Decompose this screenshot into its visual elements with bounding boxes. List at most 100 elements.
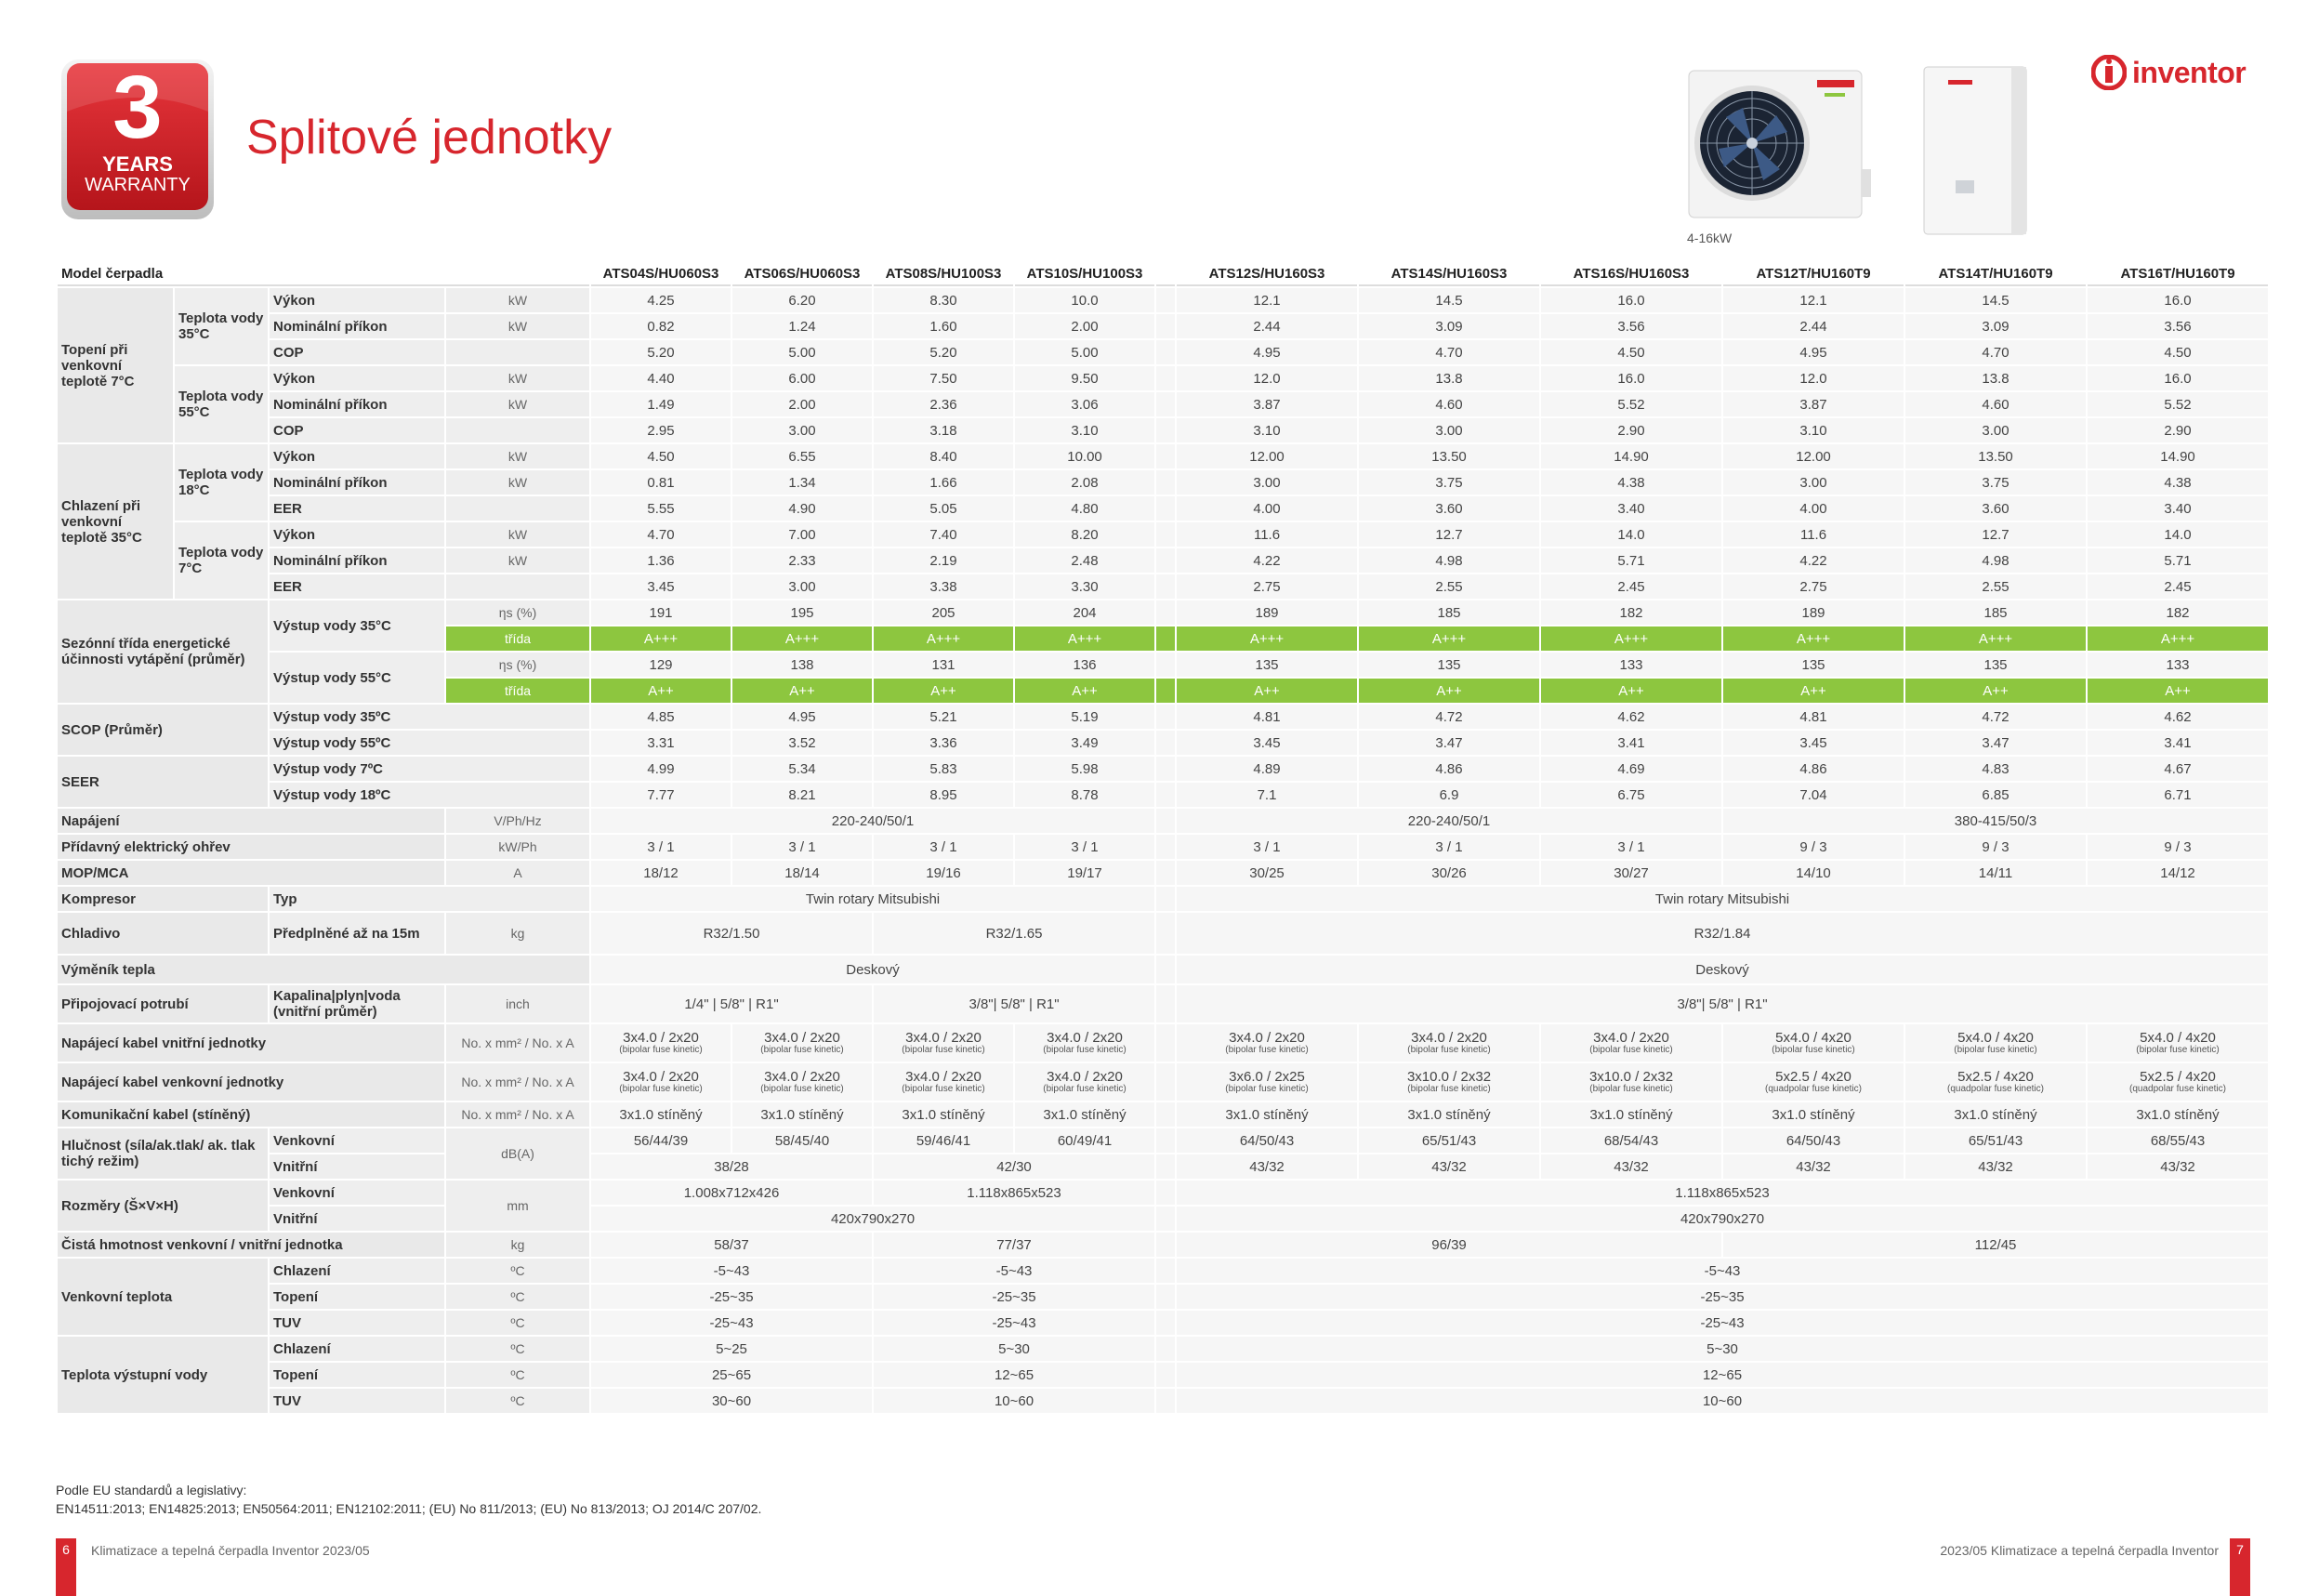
- model-header: ATS06S/HU060S3: [732, 262, 873, 286]
- table-cell: 2.19: [874, 548, 1014, 573]
- table-cell: 3x4.0 / 2x20 (bipolar fuse kinetic): [874, 1063, 1014, 1101]
- energy-class-badge: A++: [2088, 679, 2269, 703]
- table-row: EER 3.45 3.00 3.38 3.30 2.75 2.55 2.45 2…: [58, 574, 2269, 599]
- energy-class-row: třída A++ A++ A++ A++ A++ A++ A++ A++ A+…: [58, 679, 2269, 703]
- seasonal-efficiency-label: Sezónní třída energetické účinnosti vytá…: [58, 600, 268, 703]
- energy-class-badge: A++: [1723, 679, 1904, 703]
- table-row: Teplota výstupní vody Chlazení ºC 5~25 5…: [58, 1337, 2269, 1413]
- column-gap: [1156, 1024, 1176, 1062]
- column-gap: [1156, 653, 1176, 677]
- table-row: Topení ºC -25~35 -25~35 -25~35: [58, 1285, 2269, 1309]
- table-cell: 12.0: [1177, 366, 1358, 390]
- table-cell: -25~35: [591, 1285, 873, 1309]
- table-cell: 58/45/40: [732, 1128, 873, 1153]
- table-cell: 64/50/43: [1177, 1128, 1358, 1153]
- table-cell: 13.8: [1359, 366, 1540, 390]
- table-cell: 3.00: [732, 418, 873, 442]
- table-row: Chladivo Předplněné až na 15m kg R32/1.5…: [58, 913, 2269, 954]
- row-unit: No. x mm² / No. x A: [446, 1063, 590, 1101]
- table-cell: 12.0: [1723, 366, 1904, 390]
- table-cell: 59/46/41: [874, 1128, 1014, 1153]
- column-gap: [1156, 262, 1176, 286]
- table-cell: 3.00: [732, 574, 873, 599]
- column-gap: [1156, 418, 1176, 442]
- table-cell: Deskový: [1177, 956, 2269, 983]
- table-cell: 138: [732, 653, 873, 677]
- table-cell: 4.98: [1905, 548, 2087, 573]
- water-outlet-temp-label: Teplota výstupní vody: [58, 1337, 268, 1413]
- column-gap: [1156, 600, 1176, 625]
- column-gap: [1156, 392, 1176, 416]
- table-cell: 3.10: [1723, 418, 1904, 442]
- energy-class-badge: A++: [874, 679, 1014, 703]
- page-title: Splitové jednotky: [246, 111, 613, 165]
- heating-section-label: Topení při venkovní teplotě 7°C: [58, 288, 173, 442]
- table-cell: 131: [874, 653, 1014, 677]
- energy-class-badge: A+++: [2088, 627, 2269, 651]
- row-unit: kW: [446, 548, 590, 573]
- table-row: Teplota vody 55°C Výkon kW 4.40 6.00 7.5…: [58, 366, 2269, 442]
- table-cell: 2.45: [1541, 574, 1722, 599]
- row-unit: ºC: [446, 1285, 590, 1309]
- table-cell: 14.0: [2088, 522, 2269, 547]
- table-row: Nominální příkon kW 1.36 2.33 2.19 2.48 …: [58, 548, 2269, 573]
- compressor-label: Kompresor: [58, 887, 268, 911]
- table-cell: 3.87: [1177, 392, 1358, 416]
- noise-label: Hlučnost (síla/ak.tlak/ ak. tlak tichý r…: [58, 1128, 268, 1179]
- table-cell: 43/32: [1359, 1154, 1540, 1179]
- table-cell: 7.00: [732, 522, 873, 547]
- table-cell: 5.34: [732, 757, 873, 781]
- table-cell: 3.56: [2088, 314, 2269, 338]
- table-cell: 19/17: [1015, 861, 1155, 885]
- table-cell: 5x4.0 / 4x20 (bipolar fuse kinetic): [1905, 1024, 2087, 1062]
- outdoor-unit-image: [1687, 67, 1873, 225]
- row-label: Nominální příkon: [270, 314, 444, 338]
- table-cell: 6.71: [2088, 783, 2269, 807]
- table-cell: 3/8"| 5/8" | R1": [1177, 985, 2269, 1022]
- table-cell: 3.38: [874, 574, 1014, 599]
- table-cell: 12~65: [1177, 1363, 2269, 1387]
- column-gap: [1156, 913, 1176, 954]
- table-cell: 30/27: [1541, 861, 1722, 885]
- table-cell: 3.40: [2088, 496, 2269, 521]
- water-temp-18-label: Teplota vody 18°C: [175, 444, 268, 521]
- water-temp-7-label: Teplota vody 7°C: [175, 522, 268, 599]
- seer-label: SEER: [58, 757, 268, 807]
- table-cell: 4.85: [591, 705, 731, 729]
- backup-heater-label: Přídavný elektrický ohřev: [58, 835, 444, 859]
- table-cell: 4.00: [1177, 496, 1358, 521]
- energy-class-badge: A++: [1015, 679, 1155, 703]
- table-cell: 4.60: [1905, 392, 2087, 416]
- row-unit: kg: [446, 1233, 590, 1257]
- model-header: ATS16T/HU160T9: [2088, 262, 2269, 286]
- table-cell: 1.36: [591, 548, 731, 573]
- row-label: Vnitřní: [270, 1207, 444, 1231]
- table-cell: 3/8"| 5/8" | R1": [874, 985, 1155, 1022]
- table-cell: 14.5: [1905, 288, 2087, 312]
- row-label: Topení: [270, 1363, 444, 1387]
- row-label: Nominální příkon: [270, 470, 444, 495]
- table-cell: 4.72: [1359, 705, 1540, 729]
- row-label: COP: [270, 340, 444, 364]
- table-cell: 12.7: [1905, 522, 2087, 547]
- table-row: Čistá hmotnost venkovní / vnitřní jednot…: [58, 1233, 2269, 1257]
- table-cell: 4.81: [1723, 705, 1904, 729]
- standards-note: Podle EU standardů a legislativy: EN1451…: [56, 1481, 761, 1518]
- table-cell: 5.00: [732, 340, 873, 364]
- table-cell: 1.60: [874, 314, 1014, 338]
- energy-class-badge: A++: [1541, 679, 1722, 703]
- energy-class-badge: A+++: [1723, 627, 1904, 651]
- table-cell: 7.77: [591, 783, 731, 807]
- table-cell: 14.90: [2088, 444, 2269, 468]
- table-cell: 135: [1723, 653, 1904, 677]
- table-cell: 4.62: [1541, 705, 1722, 729]
- table-cell: 3.47: [1905, 731, 2087, 755]
- table-cell: 19/16: [874, 861, 1014, 885]
- table-cell: 12.1: [1177, 288, 1358, 312]
- energy-class-badge: A++: [732, 679, 873, 703]
- column-gap: [1156, 627, 1176, 651]
- table-cell: 3.52: [732, 731, 873, 755]
- table-row: Napájecí kabel venkovní jednotky No. x m…: [58, 1063, 2269, 1101]
- table-cell: 10~60: [1177, 1389, 2269, 1413]
- table-cell: 1.66: [874, 470, 1014, 495]
